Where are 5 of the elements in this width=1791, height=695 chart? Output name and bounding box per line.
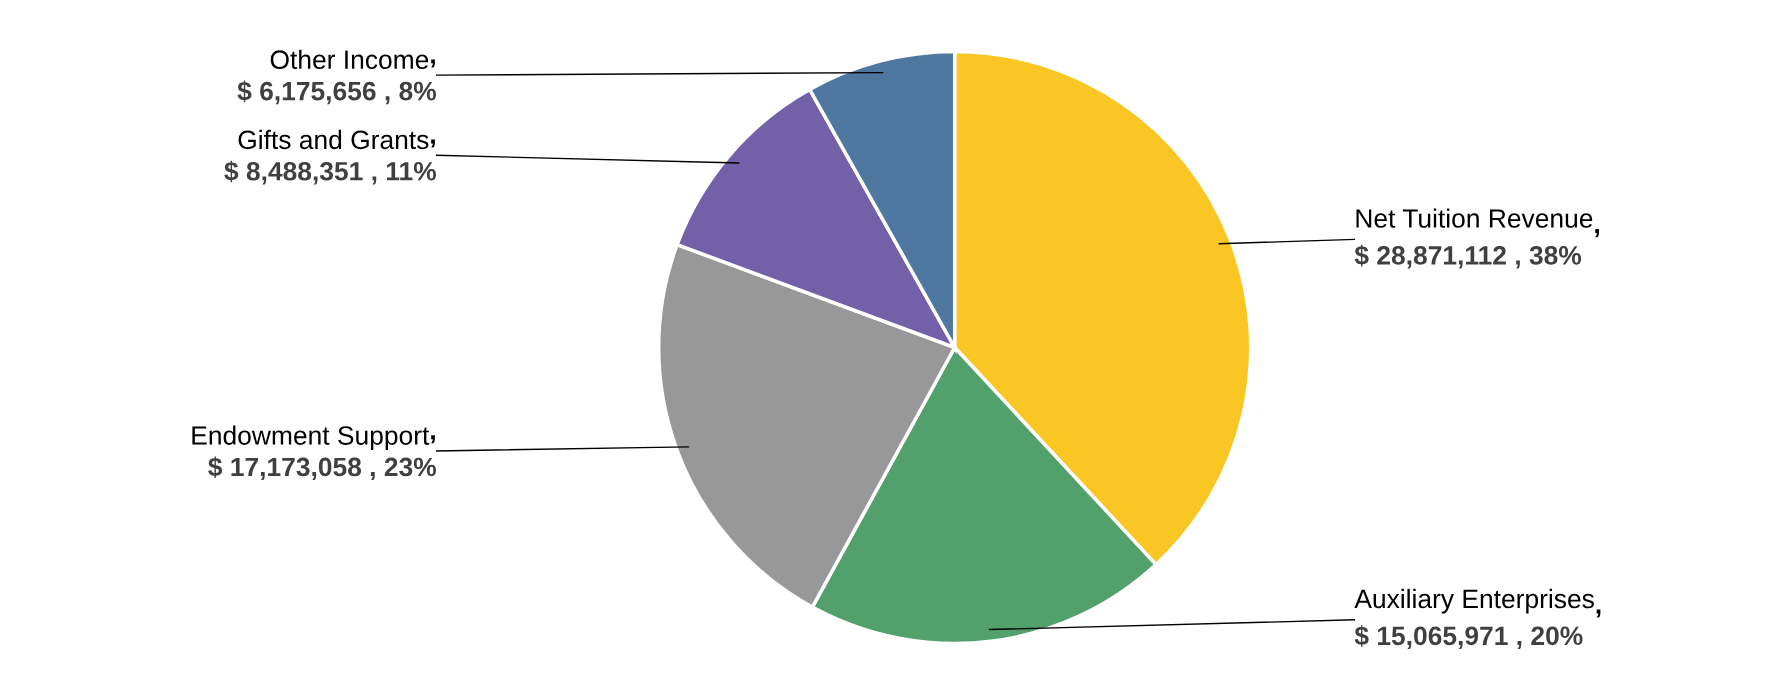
data-label: , $ 28,871,112 , 38% xyxy=(1354,229,1599,269)
slice-label: Gifts and Grants xyxy=(238,129,429,150)
slice-label: Endowment Support xyxy=(192,425,430,451)
slice-label: Other Income xyxy=(270,49,429,70)
slice-label: Net Tuition Revenue xyxy=(1356,208,1593,228)
